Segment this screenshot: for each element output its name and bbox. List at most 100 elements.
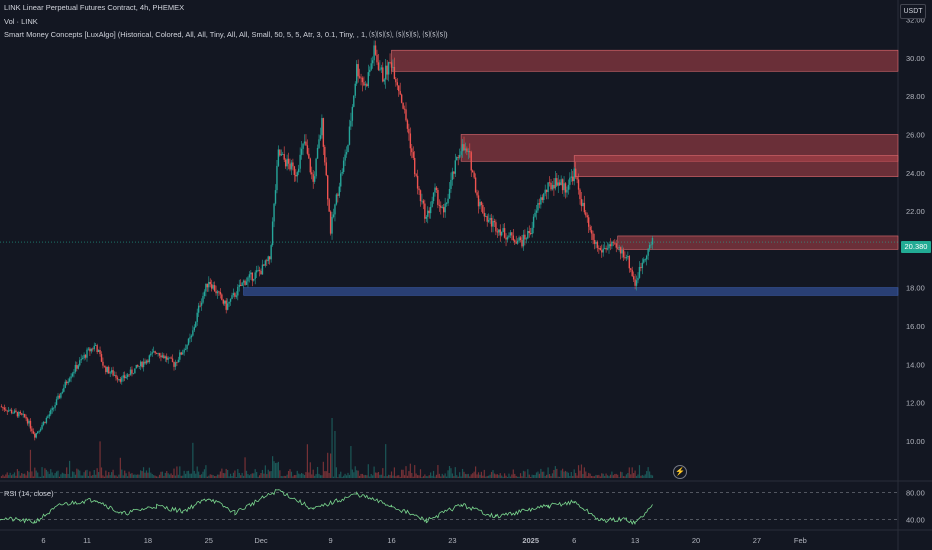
volume-bar (651, 475, 654, 478)
candle-body (42, 421, 45, 426)
candle-body (440, 205, 442, 208)
candle-body (466, 148, 468, 152)
candle-body (395, 79, 397, 83)
volume-bar (248, 475, 250, 478)
volume-bar (457, 476, 459, 478)
candle-body (270, 245, 272, 260)
candle-body (348, 126, 351, 145)
volume-bar (270, 471, 272, 478)
candle-body (605, 248, 607, 250)
currency-button[interactable]: USDT (900, 4, 926, 19)
volume-bar (544, 476, 546, 478)
volume-bar (83, 472, 85, 478)
volume-bar (277, 461, 279, 478)
candle-body (55, 399, 58, 406)
volume-bar (193, 470, 195, 478)
candle-body (557, 182, 559, 186)
candle-body (292, 162, 294, 167)
candle-body (129, 369, 132, 375)
volume-bar (70, 476, 72, 478)
volume-bar (541, 471, 543, 478)
candle-body (338, 186, 340, 196)
candle-body (386, 65, 388, 75)
candle-body (414, 157, 416, 175)
volume-bar (575, 473, 577, 478)
volume-bar (28, 472, 30, 478)
volume-bar (630, 474, 632, 478)
volume-bar (353, 472, 355, 478)
candle-body (445, 203, 448, 205)
candle-body (434, 187, 436, 193)
candle-body (501, 231, 503, 236)
volume-bar (582, 474, 584, 478)
candle-body (399, 91, 401, 95)
volume-bar (493, 473, 496, 478)
volume-bar (119, 457, 121, 478)
volume-bar (2, 474, 4, 478)
volume-bar (192, 442, 194, 478)
candle-body (460, 151, 462, 155)
rsi-line (0, 489, 653, 525)
candle-body (486, 216, 488, 222)
volume-bar (443, 475, 445, 478)
volume-bar (293, 475, 295, 478)
volume-bar (89, 471, 91, 478)
volume-bar (592, 476, 594, 478)
candle-body (505, 237, 507, 240)
candle-body (582, 202, 584, 206)
candle-body (137, 364, 139, 367)
price-tick-label: 16.00 (906, 322, 925, 331)
volume-bar (411, 472, 413, 478)
candle-body (57, 395, 59, 400)
volume-bar (53, 475, 55, 478)
volume-bar (463, 471, 465, 478)
indicator-legend: Smart Money Concepts [LuxAlgo] (Historic… (4, 30, 448, 39)
candle-body (66, 381, 68, 384)
volume-bar (428, 475, 430, 478)
candle-body (464, 148, 467, 151)
volume-bar (87, 476, 90, 478)
volume-bar (570, 471, 572, 478)
candle-body (566, 189, 568, 193)
candle-body (171, 358, 174, 362)
candle-body (396, 82, 398, 86)
candle-body (374, 45, 377, 55)
volume-bar (540, 468, 542, 478)
lightning-icon[interactable]: ⚡ (673, 465, 687, 479)
volume-bar (360, 473, 362, 478)
candle-body (469, 151, 471, 153)
time-tick-label: 16 (387, 536, 395, 545)
candle-body (302, 143, 304, 149)
candle-body (487, 219, 490, 222)
volume-bar (509, 476, 511, 478)
volume-bar (566, 471, 568, 478)
volume-bar (425, 476, 427, 478)
candle-body (237, 286, 239, 296)
candle-body (385, 65, 387, 80)
candle-body (26, 418, 29, 424)
volume-bar (450, 468, 452, 478)
volume-bar (80, 475, 82, 478)
volume-bar (554, 466, 556, 478)
volume-bar (127, 476, 129, 478)
candle-body (640, 266, 642, 269)
candle-body (435, 187, 438, 191)
candle-body (625, 257, 628, 259)
volume-bar (190, 473, 192, 478)
candle-body (76, 364, 78, 369)
candle-body (495, 222, 497, 232)
volume-bar (577, 465, 580, 478)
volume-bar (132, 474, 134, 478)
candle-body (535, 210, 538, 213)
candle-body (218, 291, 220, 293)
candle-body (441, 207, 443, 208)
volume-bar (556, 468, 558, 478)
volume-bar (454, 467, 456, 478)
volume-bar (327, 452, 329, 478)
candle-body (580, 199, 583, 206)
volume-bar (82, 475, 84, 478)
volume-bar (212, 475, 214, 478)
candle-body (377, 62, 380, 70)
candle-body (390, 62, 393, 68)
